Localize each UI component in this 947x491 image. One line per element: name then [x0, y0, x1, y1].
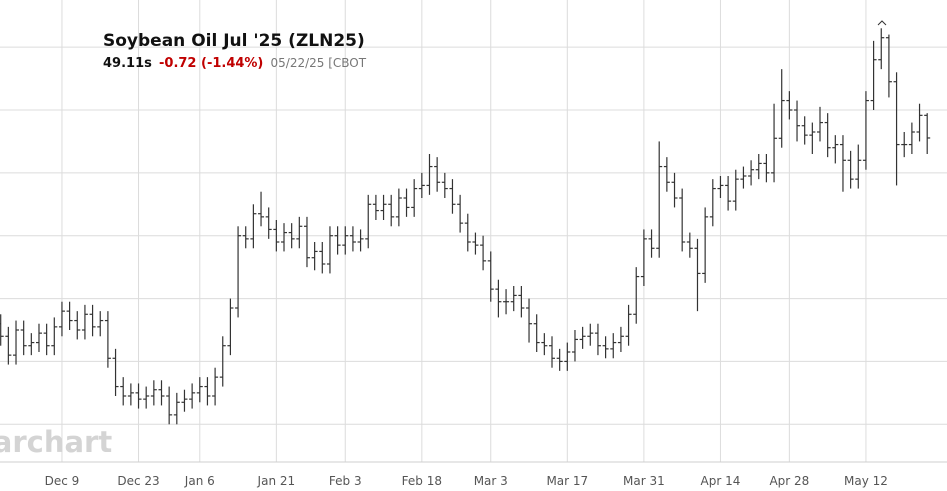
last-price: 49.11s [103, 56, 152, 71]
x-tick-label: Feb 3 [329, 474, 362, 488]
x-tick-label: Apr 28 [769, 474, 809, 488]
x-tick-label: Jan 21 [257, 474, 296, 488]
watermark: barchart [0, 425, 112, 459]
x-tick-label: May 12 [844, 474, 888, 488]
x-axis: Dec 9 Dec 23 Jan 6 Jan 21 Feb 3 Feb 18 Mar 3 Ma… [45, 474, 888, 488]
high-marker [877, 20, 887, 26]
x-tick-label: Apr 14 [701, 474, 741, 488]
chart-title: Soybean Oil Jul '25 (ZLN25) [103, 31, 365, 51]
x-tick-label: Dec 9 [45, 474, 80, 488]
x-tick-label: Mar 3 [474, 474, 508, 488]
x-tick-label: Mar 17 [546, 474, 588, 488]
x-tick-label: Mar 31 [623, 474, 665, 488]
x-tick-label: Jan 6 [184, 474, 215, 488]
quote-line: 49.11s -0.72 (-1.44%) 05/22/25 [CBOT [103, 56, 367, 71]
price-change: -0.72 (-1.44%) [159, 56, 263, 71]
x-tick-label: Dec 23 [117, 474, 159, 488]
x-tick-label: Feb 18 [402, 474, 442, 488]
bars [0, 28, 931, 425]
date-exchange: 05/22/25 [CBOT [271, 56, 367, 70]
grid [0, 0, 947, 462]
